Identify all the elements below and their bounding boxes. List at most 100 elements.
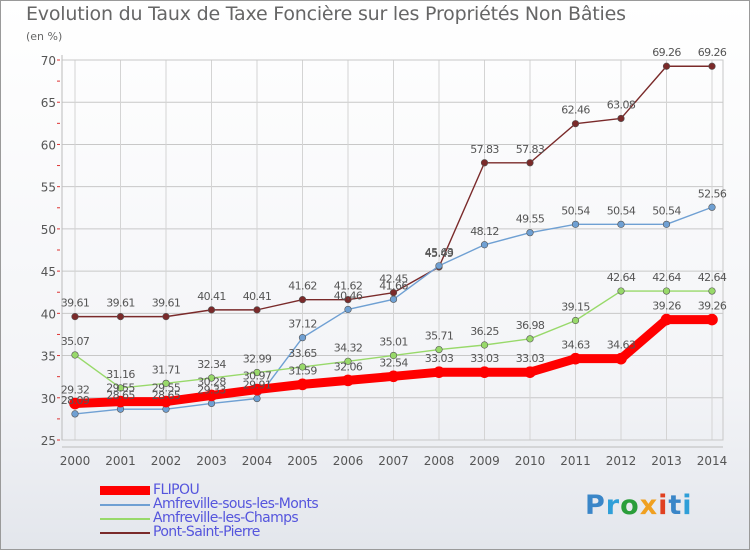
- data-point-pont-saint-pierre: [708, 62, 716, 70]
- legend-item-pont-saint-pierre[interactable]: Pont-Saint-Pierre: [100, 524, 360, 540]
- data-point-pont-saint-pierre: [207, 306, 216, 314]
- data-point-pont-saint-pierre: [480, 159, 489, 167]
- data-label-flipou: 32.06: [334, 360, 363, 373]
- brand-logo-letter: i: [658, 490, 669, 521]
- x-tick-label: 2009: [469, 454, 500, 468]
- data-label-flipou: 33.03: [470, 352, 499, 365]
- y-tick-label: 60: [41, 138, 56, 152]
- x-tick-label: 2011: [560, 454, 591, 468]
- data-point-amfreville-sous-les-monts: [253, 394, 261, 403]
- data-point-flipou: [114, 395, 127, 408]
- data-point-pont-saint-pierre: [662, 62, 671, 70]
- data-point-amfreville-sous-les-monts: [298, 334, 307, 342]
- data-point-flipou: [615, 352, 627, 365]
- legend-item-amfreville-les-champs[interactable]: Amfreville-les-Champs: [100, 510, 360, 526]
- data-label-amfreville-les-champs: 34.32: [334, 341, 363, 354]
- y-tick-label: 45: [41, 265, 56, 279]
- data-point-pont-saint-pierre: [116, 313, 125, 321]
- data-point-amfreville-les-champs: [253, 368, 261, 377]
- data-label-pont-saint-pierre: 63.08: [607, 98, 636, 111]
- data-point-amfreville-les-champs: [344, 357, 352, 365]
- y-tick-label: 65: [41, 96, 56, 110]
- data-point-amfreville-les-champs: [389, 351, 398, 360]
- y-tick-label: 30: [41, 392, 56, 406]
- data-label-pont-saint-pierre: 39.61: [61, 297, 90, 310]
- data-label-pont-saint-pierre: 39.61: [152, 297, 181, 310]
- data-point-flipou: [342, 374, 354, 387]
- data-point-flipou: [387, 370, 400, 383]
- data-label-amfreville-les-champs: 31.16: [106, 368, 135, 381]
- data-label-amfreville-les-champs: 32.99: [243, 353, 272, 366]
- data-label-pont-saint-pierre: 69.26: [652, 46, 681, 59]
- x-tick-label: 2013: [651, 454, 682, 468]
- brand-logo-letter: t: [668, 490, 683, 521]
- data-label-amfreville-les-champs: 35.07: [61, 335, 90, 348]
- y-tick-label: 35: [41, 350, 56, 364]
- data-label-flipou: 33.03: [516, 352, 545, 365]
- data-label-amfreville-sous-les-monts: 28.65: [152, 389, 181, 402]
- data-label-flipou: 31.59: [288, 364, 317, 377]
- data-label-amfreville-sous-les-monts: 28.65: [106, 389, 135, 402]
- data-label-amfreville-sous-les-monts: 41.66: [379, 279, 408, 292]
- y-tick-label: 70: [41, 54, 56, 68]
- data-label-amfreville-sous-les-monts: 50.54: [561, 204, 590, 217]
- data-point-flipou: [160, 395, 172, 408]
- legend-swatch-amfreville-les-champs: [100, 518, 150, 520]
- data-label-pont-saint-pierre: 40.41: [197, 290, 226, 303]
- data-point-amfreville-les-champs: [71, 351, 79, 359]
- data-label-amfreville-sous-les-monts: 29.33: [197, 383, 226, 396]
- legend-item-amfreville-sous-les-monts[interactable]: Amfreville-sous-les-Monts: [100, 496, 360, 512]
- data-point-flipou: [660, 313, 673, 326]
- data-label-pont-saint-pierre: 41.62: [334, 280, 363, 293]
- data-label-pont-saint-pierre: 57.83: [470, 143, 499, 156]
- data-label-flipou: 34.63: [561, 339, 590, 352]
- data-point-amfreville-sous-les-monts: [708, 203, 716, 211]
- brand-logo-letter: i: [682, 490, 693, 521]
- data-point-amfreville-les-champs: [298, 363, 307, 371]
- data-point-amfreville-sous-les-monts: [617, 220, 625, 228]
- data-point-pont-saint-pierre: [71, 313, 79, 321]
- data-point-flipou: [569, 352, 582, 365]
- data-label-amfreville-sous-les-monts: 50.54: [607, 204, 636, 217]
- data-label-amfreville-les-champs: 36.98: [516, 319, 545, 332]
- brand-logo-letter: x: [639, 490, 659, 521]
- data-point-flipou: [296, 378, 309, 391]
- data-point-pont-saint-pierre: [253, 306, 261, 314]
- data-label-amfreville-les-champs: 42.64: [698, 271, 727, 284]
- data-label-flipou: 30.97: [243, 370, 272, 383]
- data-point-pont-saint-pierre: [162, 313, 170, 321]
- data-label-amfreville-les-champs: 35.01: [379, 335, 408, 348]
- brand-logo-letter: r: [605, 490, 621, 521]
- x-tick-label: 2010: [515, 454, 546, 468]
- data-label-flipou: 32.54: [379, 356, 408, 369]
- data-label-pont-saint-pierre: 41.62: [288, 280, 317, 293]
- chart-title: Evolution du Taux de Taxe Foncière sur l…: [26, 3, 626, 25]
- brand-logo: Proxiti: [585, 490, 693, 521]
- data-point-amfreville-sous-les-monts: [435, 262, 443, 270]
- legend-swatch-amfreville-sous-les-monts: [100, 504, 150, 506]
- data-point-flipou: [524, 366, 536, 378]
- data-label-pont-saint-pierre: 45.49: [425, 247, 454, 260]
- data-point-amfreville-sous-les-monts: [526, 229, 534, 237]
- data-point-flipou: [205, 389, 218, 402]
- data-label-amfreville-les-champs: 39.15: [561, 301, 590, 314]
- data-point-amfreville-les-champs: [617, 287, 625, 295]
- data-label-amfreville-sous-les-monts: 28.09: [61, 394, 90, 407]
- x-tick-label: 2014: [697, 454, 728, 468]
- data-point-amfreville-les-champs: [162, 379, 170, 387]
- legend-swatch-flipou: [100, 486, 150, 495]
- data-label-pont-saint-pierre: 40.41: [243, 290, 272, 303]
- data-point-amfreville-les-champs: [207, 374, 216, 382]
- data-point-amfreville-les-champs: [435, 345, 443, 354]
- data-label-amfreville-les-champs: 33.65: [288, 347, 317, 360]
- data-point-flipou: [478, 366, 491, 378]
- data-label-amfreville-sous-les-monts: 49.55: [516, 213, 545, 226]
- legend-item-flipou[interactable]: FLIPOU: [100, 482, 360, 498]
- data-label-amfreville-les-champs: 42.64: [607, 271, 636, 284]
- data-point-flipou: [433, 366, 445, 378]
- data-point-pont-saint-pierre: [344, 296, 352, 304]
- brand-logo-letter: o: [620, 490, 640, 521]
- data-point-amfreville-sous-les-monts: [571, 220, 580, 228]
